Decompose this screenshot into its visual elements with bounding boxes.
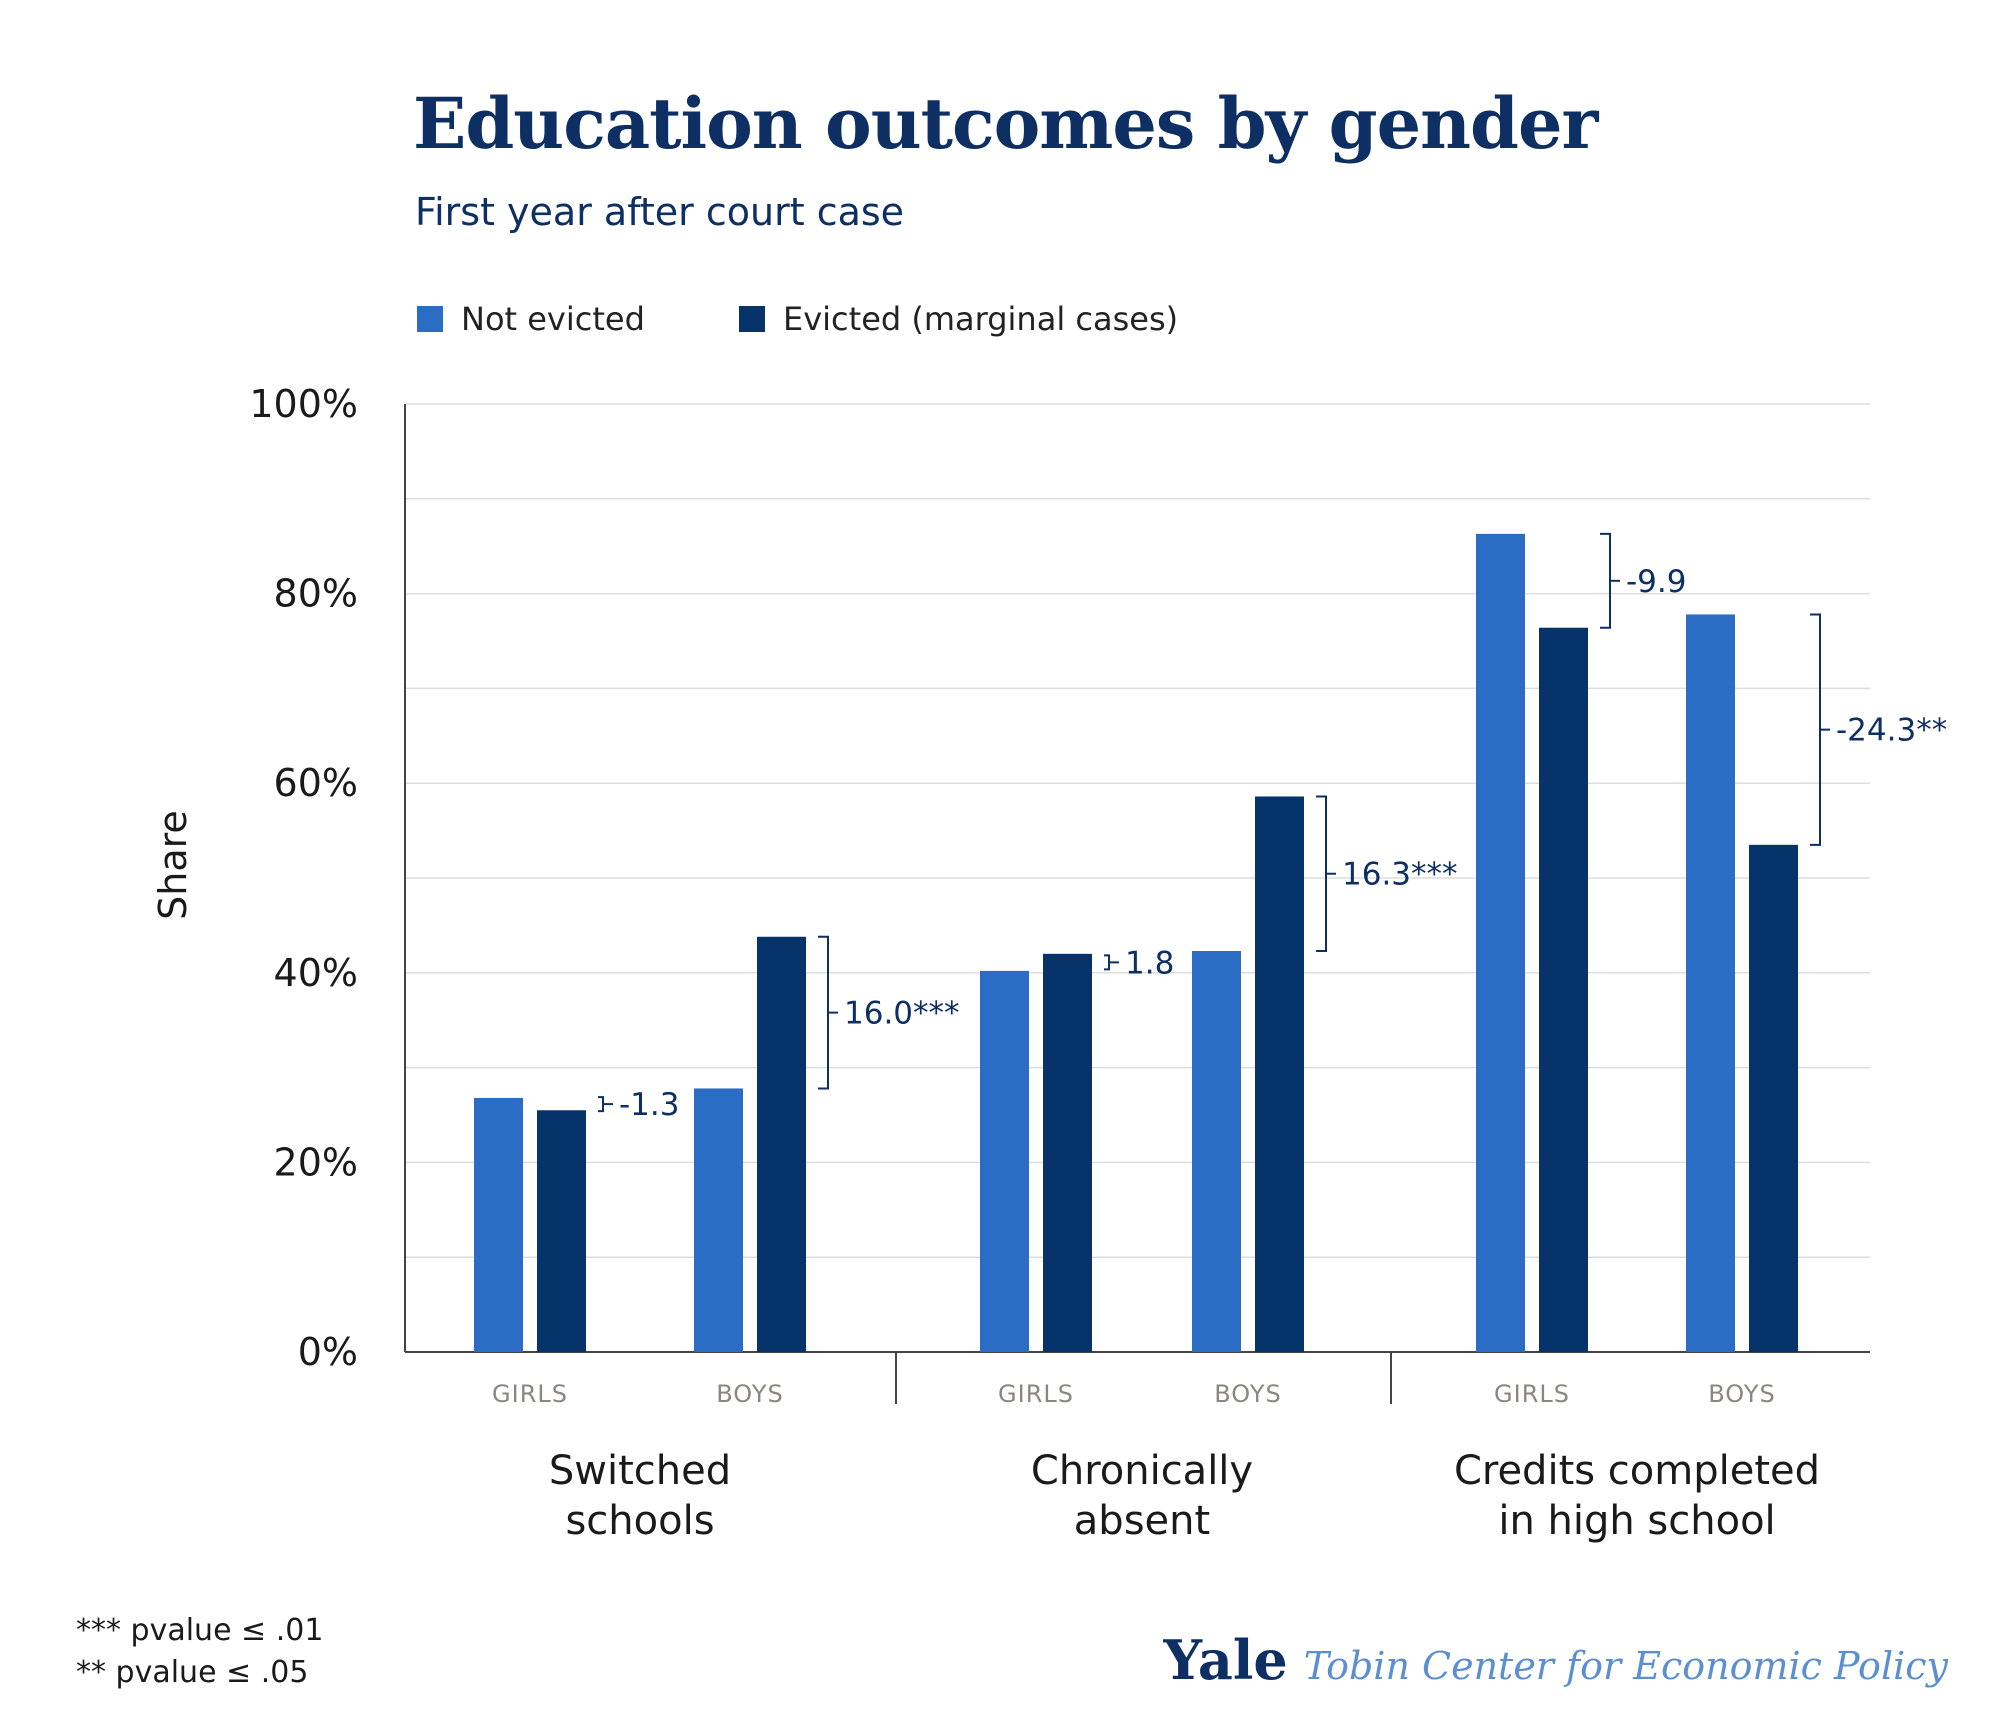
footnote-p05: ** pvalue ≤ .05 <box>76 1655 309 1690</box>
y-axis-label: Share <box>151 810 195 920</box>
difference-label: -1.3 <box>619 1087 680 1123</box>
difference-bracket <box>1316 795 1327 952</box>
legend-label-evicted: Evicted (marginal cases) <box>783 300 1179 338</box>
group-label-line: Switched <box>549 1448 731 1494</box>
yale-tobin-logo: Yale Tobin Center for Economic Policy <box>1163 1628 1948 1692</box>
difference-bracket <box>598 1096 604 1113</box>
group-label-line: Chronically <box>1031 1448 1253 1494</box>
footnote-p01: *** pvalue ≤ .01 <box>76 1613 324 1648</box>
y-tick-label: 0% <box>298 1330 358 1374</box>
group-label-line: in high school <box>1498 1498 1775 1544</box>
difference-label: 16.0*** <box>844 996 960 1032</box>
legend-item-evicted: Evicted (marginal cases) <box>739 300 1178 338</box>
tobin-center-wordmark: Tobin Center for Economic Policy <box>1303 1644 1948 1688</box>
y-tick-label: 60% <box>274 761 358 805</box>
legend-label-not-evicted: Not evicted <box>461 300 645 338</box>
bar-not-evicted-boys-2 <box>1686 614 1735 1352</box>
difference-label: 1.8 <box>1125 945 1174 981</box>
bar-not-evicted-girls-1 <box>980 970 1029 1352</box>
group-label-line: schools <box>565 1498 714 1544</box>
bar-evicted-boys-0 <box>757 936 806 1352</box>
group-label-line: Credits completed <box>1454 1448 1820 1494</box>
footnotes: *** pvalue ≤ .01 ** pvalue ≤ .05 <box>76 1610 323 1694</box>
y-tick-label: 40% <box>274 951 358 995</box>
bar-evicted-girls-1 <box>1043 953 1092 1352</box>
difference-bracket <box>1810 613 1821 846</box>
subgroup-label: GIRLS <box>998 1380 1074 1408</box>
yale-wordmark: Yale <box>1163 1628 1288 1692</box>
bar-evicted-girls-2 <box>1539 627 1588 1352</box>
bar-evicted-girls-0 <box>537 1110 586 1352</box>
bar-not-evicted-girls-2 <box>1476 533 1525 1352</box>
y-tick-label: 100% <box>249 382 358 426</box>
subgroup-label: BOYS <box>1214 1380 1282 1408</box>
bar-not-evicted-girls-0 <box>474 1097 523 1352</box>
difference-label: -24.3** <box>1836 713 1947 749</box>
difference-label: 16.3*** <box>1342 857 1458 893</box>
chart-title: Education outcomes by gender <box>413 82 1598 165</box>
bar-not-evicted-boys-1 <box>1192 950 1241 1352</box>
difference-label: -9.9 <box>1626 564 1687 600</box>
legend-swatch-evicted <box>739 306 765 332</box>
bar-evicted-boys-1 <box>1255 796 1304 1352</box>
subgroup-label: GIRLS <box>1494 1380 1570 1408</box>
difference-bracket <box>1104 954 1110 971</box>
y-tick-label: 20% <box>274 1140 358 1184</box>
bar-not-evicted-boys-0 <box>694 1088 743 1352</box>
difference-bracket <box>818 935 829 1090</box>
subgroup-label: BOYS <box>716 1380 784 1408</box>
subgroup-label: BOYS <box>1708 1380 1776 1408</box>
difference-bracket <box>1600 532 1611 629</box>
chart-subtitle: First year after court case <box>415 190 905 234</box>
group-label-line: absent <box>1074 1498 1210 1544</box>
legend-swatch-not-evicted <box>417 306 443 332</box>
y-tick-label: 80% <box>274 572 358 616</box>
legend-item-not-evicted: Not evicted <box>417 300 645 338</box>
subgroup-label: GIRLS <box>492 1380 568 1408</box>
bar-evicted-boys-2 <box>1749 844 1798 1352</box>
